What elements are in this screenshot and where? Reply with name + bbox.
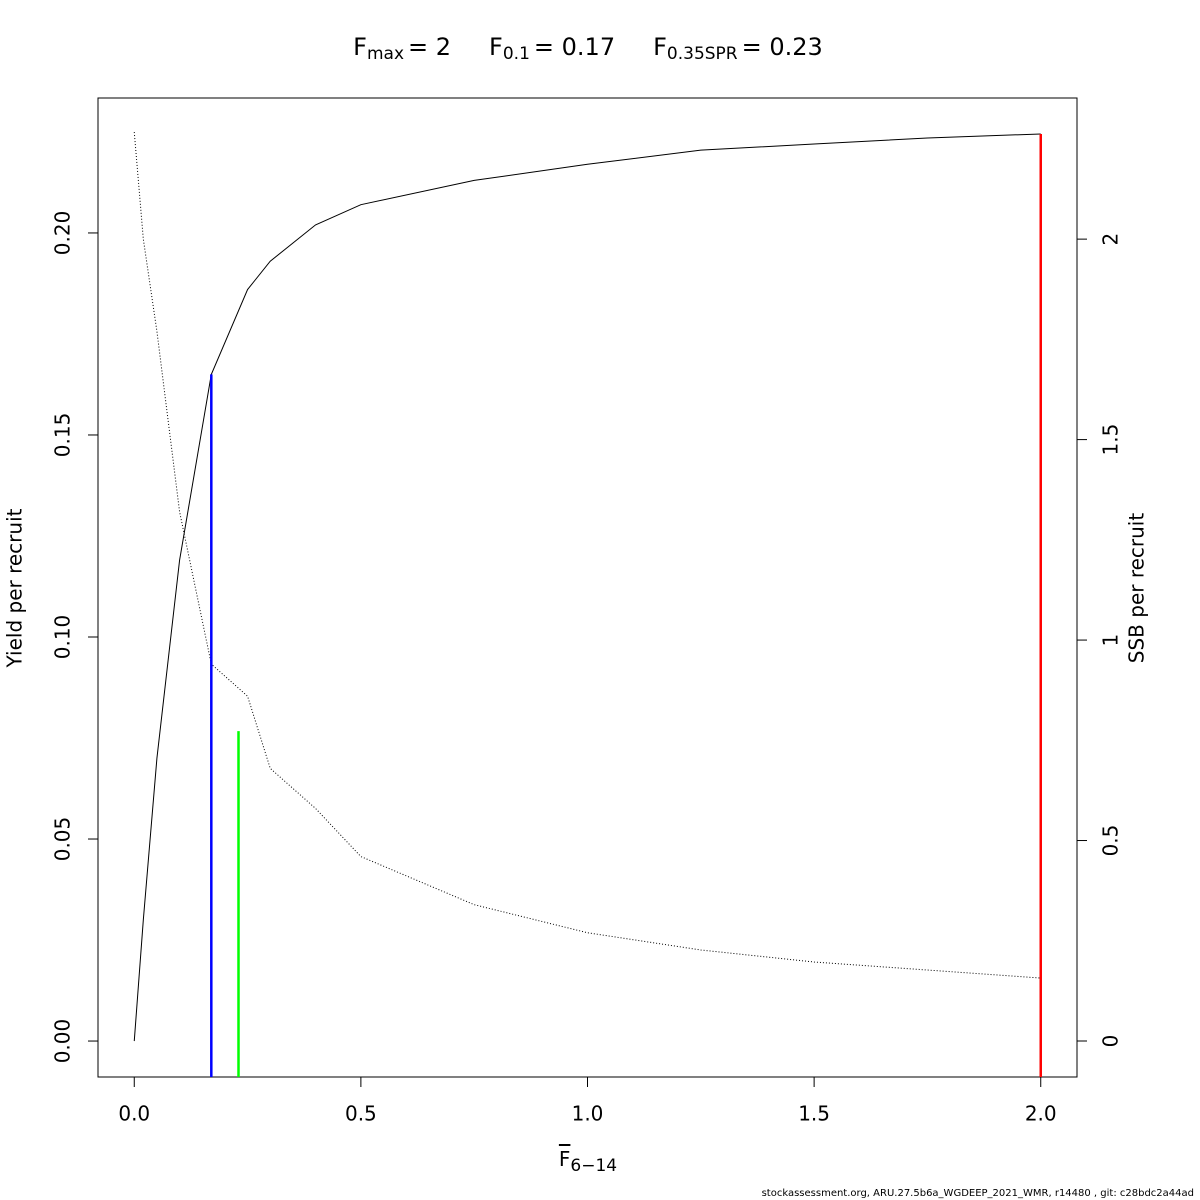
x-tick-label: 0.0 [118, 1102, 150, 1126]
x-tick-label: 0.5 [345, 1102, 377, 1126]
series-line [133, 133, 1041, 1042]
title-value: = 0.17 [534, 33, 615, 61]
y2-axis-label: SSB per recruit [1125, 513, 1149, 664]
chart-title: Fmax = 2 F0.1 = 0.17 F0.35SPR = 0.23 [353, 33, 823, 64]
title-subscript: 0.35SPR [667, 44, 738, 64]
y2-tick-label: 2 [1099, 233, 1123, 246]
title-subscript: 0.1 [503, 44, 530, 64]
x-axis-label: F6−14 [559, 1147, 617, 1177]
title-symbol: F [489, 33, 503, 61]
title-value: = 2 [408, 33, 451, 61]
x-tick-label: 2.0 [1025, 1102, 1057, 1126]
y-tick-label: 0.10 [51, 615, 75, 660]
x-label-subscript: 6−14 [570, 1156, 617, 1176]
y2-tick-label: 1 [1099, 634, 1123, 647]
x-tick-label: 1.5 [798, 1102, 830, 1126]
title-symbol: F [653, 33, 667, 61]
title-value: = 0.23 [742, 33, 823, 61]
x-tick-label: 1.0 [572, 1102, 604, 1126]
y2-tick-label: 1.5 [1099, 424, 1123, 456]
title-symbol: F [353, 33, 367, 61]
y2-tick-label: 0.5 [1099, 825, 1123, 857]
plot-frame [97, 97, 1078, 1078]
y2-tick-label: 0 [1099, 1035, 1123, 1048]
title-subscript: max [367, 44, 404, 64]
y-tick-label: 0.05 [51, 817, 75, 862]
y-tick-label: 0.20 [51, 211, 75, 256]
y-tick-label: 0.15 [51, 413, 75, 458]
series-line [133, 132, 1041, 979]
y-tick-label: 0.00 [51, 1019, 75, 1064]
y-axis-label: Yield per recruit [3, 508, 27, 668]
x-label-symbol: F [559, 1147, 571, 1171]
footer: stockassessment.org, ARU.27.5b6a_WGDEEP_… [762, 1188, 1194, 1199]
